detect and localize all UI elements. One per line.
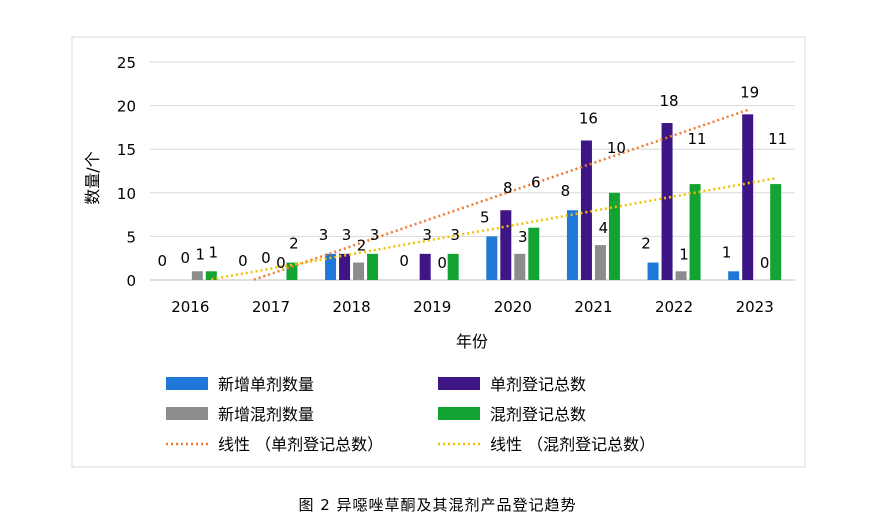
data-label: 8: [503, 179, 513, 197]
data-label: 0: [238, 252, 248, 270]
bar: [770, 184, 782, 280]
y-tick-label: 10: [117, 185, 136, 203]
data-label: 3: [319, 226, 329, 244]
bar: [325, 253, 337, 280]
bar: [191, 271, 203, 280]
data-label: 0: [158, 252, 168, 270]
legend-label: 线性 （混剂登记总数）: [490, 435, 655, 454]
data-label: 4: [599, 219, 609, 237]
bar: [647, 262, 659, 280]
y-tick-label: 25: [117, 54, 136, 72]
legend-label: 新增单剂数量: [218, 375, 314, 394]
legend-label: 新增混剂数量: [218, 405, 314, 424]
y-tick-label: 15: [117, 141, 136, 159]
x-axis: 2016 2017 2018 2019 2020 2021 2022 2023: [171, 298, 774, 316]
bars: [191, 114, 782, 280]
bar: [742, 114, 754, 280]
x-tick-label: 2020: [494, 298, 532, 316]
data-label: 0: [261, 249, 271, 267]
data-label: 1: [679, 245, 689, 263]
gridlines: [150, 61, 795, 281]
x-tick-label: 2016: [171, 298, 209, 316]
data-label: 1: [196, 245, 206, 263]
bar: [594, 245, 606, 280]
data-label: 3: [518, 228, 528, 246]
chart-area-border: [71, 36, 806, 468]
bar: [580, 140, 592, 280]
legend-label: 线性 （单剂登记总数）: [218, 435, 383, 454]
x-tick-label: 2023: [736, 298, 774, 316]
bar: [608, 192, 620, 280]
bar: [566, 210, 578, 280]
bar: [286, 262, 298, 280]
data-label: 3: [422, 226, 432, 244]
bar: [661, 123, 673, 280]
data-label: 2: [641, 235, 651, 253]
data-label: 3: [342, 226, 352, 244]
data-label: 19: [740, 83, 759, 101]
data-label: 0: [181, 249, 191, 267]
bar: [205, 271, 217, 280]
data-label: 3: [370, 226, 380, 244]
data-label: 10: [607, 139, 626, 157]
data-label: 5: [480, 208, 490, 226]
figure-caption: 图 2 异噁唑草酮及其混剂产品登记趋势: [298, 496, 577, 514]
legend-label: 单剂登记总数: [490, 375, 586, 394]
y-axis: 0 5 10 15 20 25: [117, 54, 136, 290]
legend-swatch: [438, 377, 480, 390]
data-label: 0: [276, 254, 286, 272]
bar: [675, 271, 687, 280]
trendline: [253, 108, 749, 281]
y-tick-label: 20: [117, 98, 136, 116]
bar: [339, 253, 351, 280]
data-label: 0: [760, 254, 770, 272]
legend-swatch: [166, 377, 208, 390]
legend-swatch: [166, 407, 208, 420]
legend-label: 混剂登记总数: [490, 405, 586, 424]
y-tick-label: 5: [126, 228, 136, 246]
bar: [689, 184, 701, 280]
x-tick-label: 2019: [413, 298, 451, 316]
data-label: 3: [450, 226, 460, 244]
bar: [486, 236, 498, 280]
y-axis-title: 数量/个: [83, 151, 102, 204]
data-label: 0: [399, 252, 409, 270]
x-tick-label: 2018: [332, 298, 370, 316]
data-label: 11: [768, 130, 787, 148]
x-tick-label: 2017: [252, 298, 290, 316]
bar: [728, 271, 740, 280]
trendline: [211, 177, 776, 281]
bar: [419, 253, 431, 280]
bar: [500, 210, 512, 280]
data-label: 2: [357, 237, 367, 255]
data-label: 8: [561, 182, 571, 200]
data-label: 1: [209, 243, 219, 261]
x-tick-label: 2022: [655, 298, 693, 316]
bar: [367, 253, 379, 280]
data-label: 2: [289, 235, 299, 253]
bar: [514, 253, 526, 280]
bar: [447, 253, 459, 280]
data-label: 18: [660, 92, 679, 110]
data-label: 11: [688, 130, 707, 148]
bar: [528, 227, 540, 280]
data-label: 6: [531, 174, 541, 192]
data-label: 16: [579, 109, 598, 127]
y-tick-label: 0: [126, 272, 136, 290]
data-label: 0: [437, 254, 447, 272]
trendlines: [211, 108, 776, 281]
x-axis-title: 年份: [456, 332, 488, 351]
x-tick-label: 2021: [574, 298, 612, 316]
bar: [353, 262, 365, 280]
legend-swatch: [438, 407, 480, 420]
data-label: 1: [722, 243, 732, 261]
